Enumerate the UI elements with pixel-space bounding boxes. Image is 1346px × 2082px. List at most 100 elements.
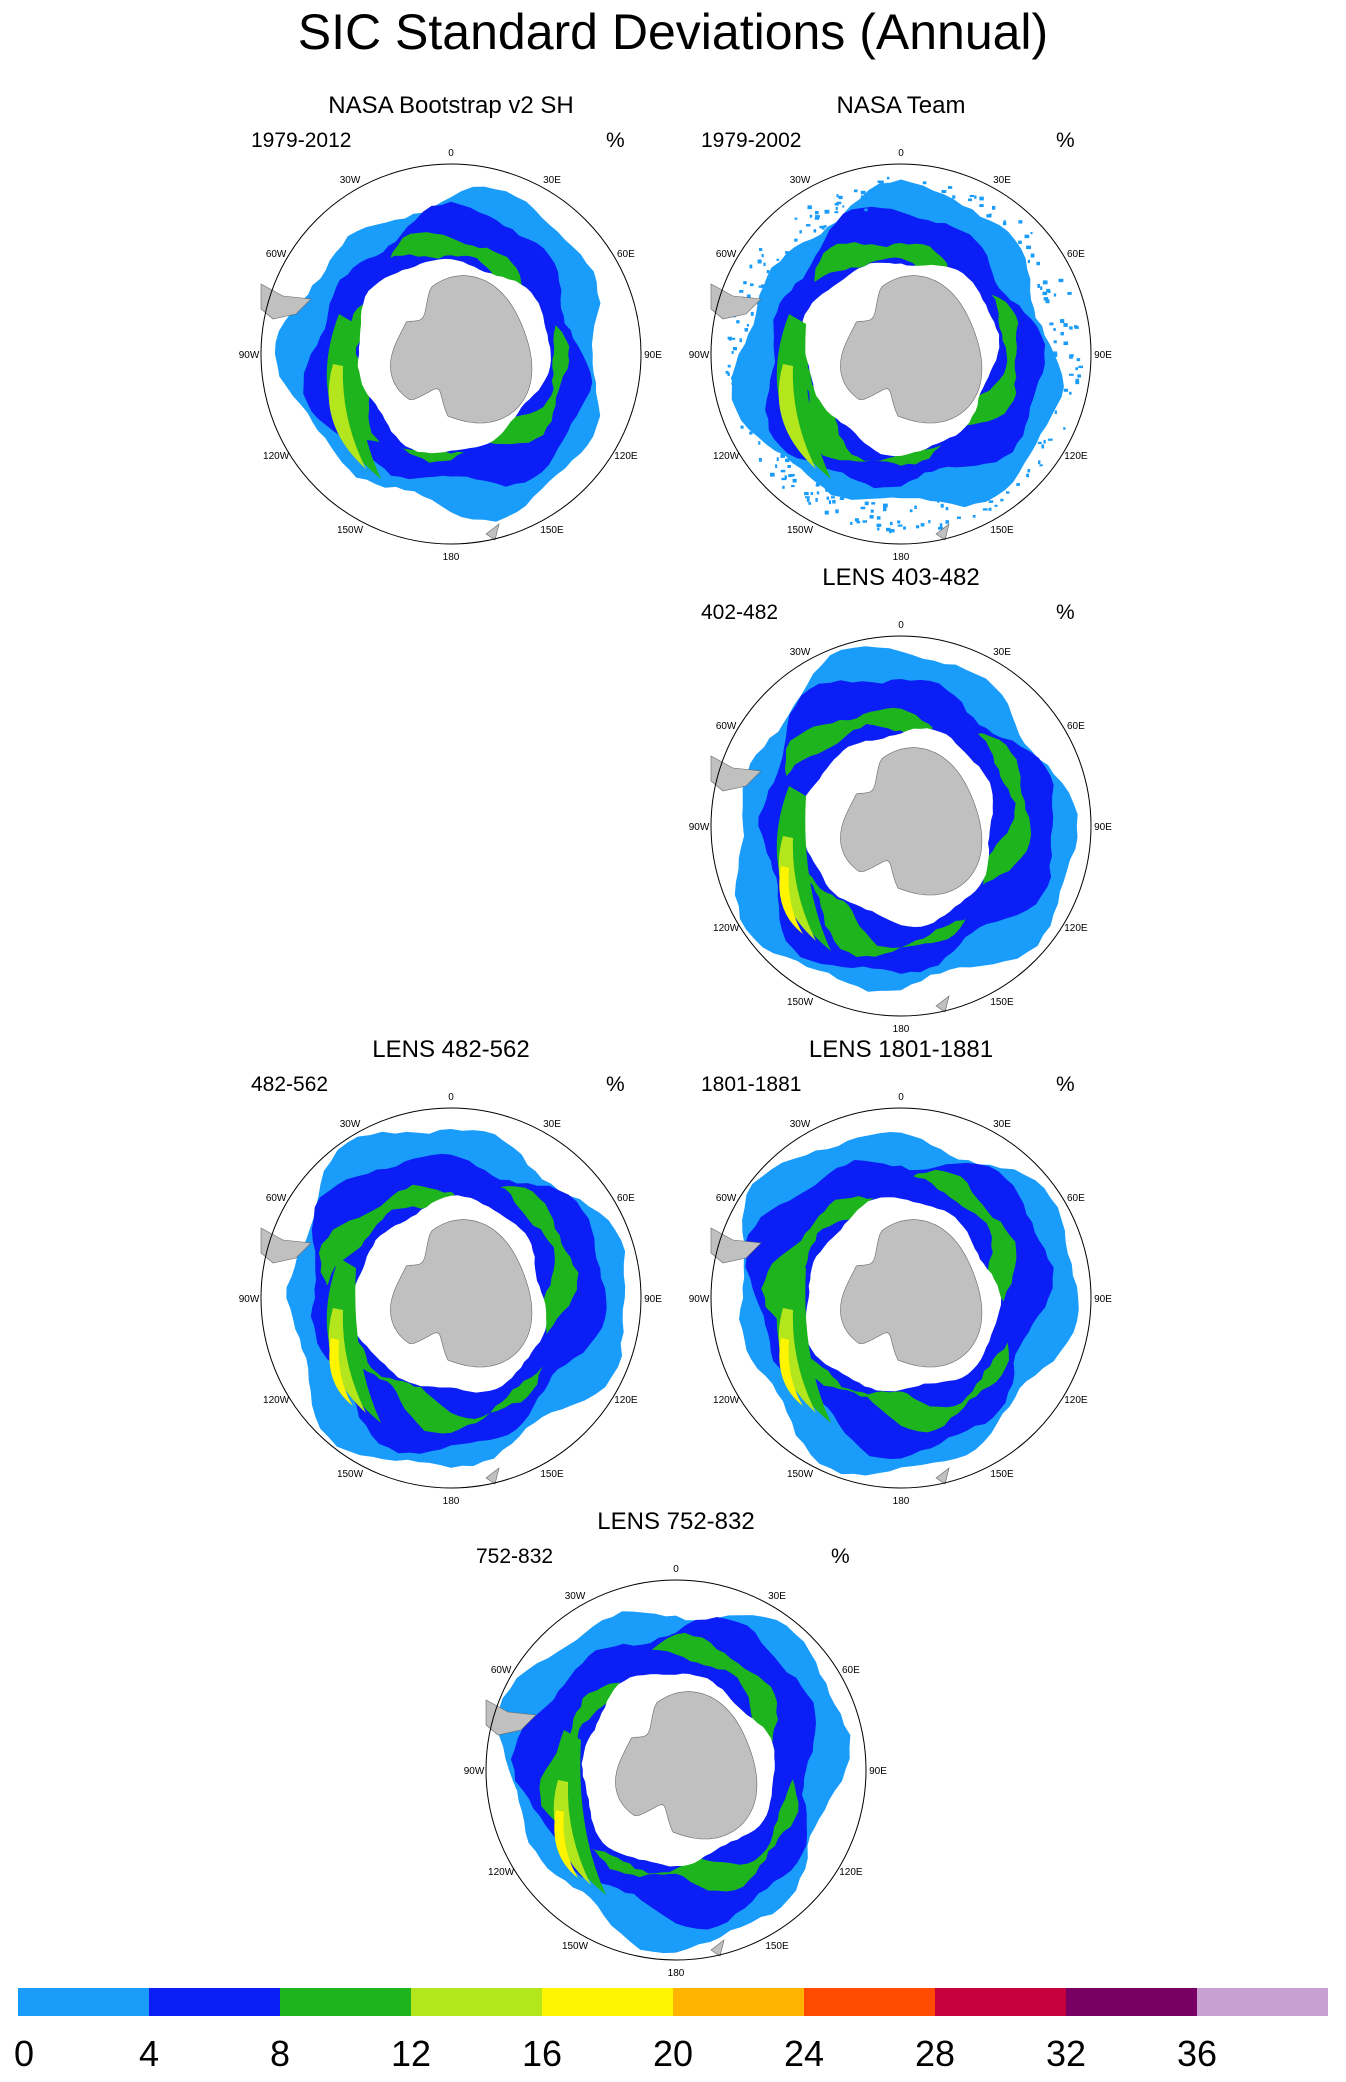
longitude-label: 120E — [839, 1867, 863, 1878]
panel-period-label: 1979-2012 — [251, 129, 352, 152]
sic-noise-speck — [785, 251, 789, 254]
sic-std-streak-yellow — [554, 1810, 578, 1878]
sic-noise-speck — [1053, 340, 1057, 344]
sic-noise-speck — [736, 408, 741, 411]
longitude-label: 90E — [644, 1294, 662, 1305]
sic-noise-speck — [885, 189, 889, 193]
sic-noise-speck — [912, 197, 917, 201]
longitude-label: 60E — [617, 1193, 635, 1204]
panel-period-label: 1979-2002 — [701, 129, 802, 152]
sic-noise-speck — [1076, 358, 1081, 362]
sic-noise-speck — [787, 465, 792, 468]
sic-noise-speck — [1069, 326, 1073, 330]
sic-noise-speck — [922, 181, 927, 185]
longitude-label: 150W — [787, 1469, 814, 1480]
sic-noise-speck — [886, 527, 891, 532]
sic-noise-speck — [736, 320, 740, 324]
sic-noise-speck — [835, 203, 839, 206]
sic-noise-speck — [1018, 220, 1023, 224]
colorbar-swatch — [280, 1988, 411, 2016]
panel-title: NASA Team — [836, 92, 966, 119]
longitude-label: 0 — [898, 148, 904, 159]
sic-noise-speck — [743, 281, 747, 285]
sic-noise-speck — [990, 223, 993, 227]
longitude-label: 0 — [673, 1564, 679, 1575]
panel-title: NASA Bootstrap v2 SH — [328, 92, 574, 119]
sic-noise-speck — [782, 485, 785, 489]
sic-noise-speck — [988, 507, 992, 511]
sic-noise-speck — [744, 328, 749, 332]
longitude-label: 150E — [765, 1941, 789, 1952]
sic-noise-speck — [972, 515, 976, 518]
polar-stereographic-map: 0 30E 60E 90E 120E 150E 180 150W 120W 90W 60W 30W — [239, 148, 663, 563]
colorbar-tick-label: 24 — [783, 2033, 825, 2074]
sic-noise-speck — [776, 258, 780, 261]
longitude-label: 180 — [668, 1968, 685, 1979]
sic-noise-speck — [854, 518, 859, 522]
sic-noise-speck — [871, 502, 876, 505]
sic-noise-speck — [860, 190, 866, 195]
longitude-label: 60E — [617, 249, 635, 260]
longitude-label: 90W — [464, 1766, 485, 1777]
longitude-label: 60W — [266, 249, 287, 260]
sic-noise-speck — [767, 436, 771, 439]
sic-noise-speck — [897, 520, 901, 524]
sic-noise-speck — [1038, 460, 1041, 465]
longitude-label: 90W — [239, 350, 260, 361]
sic-noise-speck — [758, 457, 762, 462]
sic-noise-speck — [1053, 293, 1057, 297]
colorbar-tick-label: 12 — [390, 2033, 432, 2074]
sic-noise-speck — [725, 370, 729, 374]
sic-noise-speck — [794, 217, 798, 220]
longitude-label: 60W — [716, 721, 737, 732]
longitude-label: 90E — [1094, 1294, 1112, 1305]
colorbar-swatch — [1197, 1988, 1328, 2016]
sic-noise-speck — [1037, 441, 1042, 445]
colorbar-tick-label: 28 — [914, 2033, 956, 2074]
sic-noise-speck — [993, 483, 997, 488]
sic-noise-speck — [974, 195, 977, 199]
sic-noise-speck — [1030, 433, 1035, 437]
sic-noise-speck — [757, 259, 762, 264]
sic-noise-speck — [1053, 328, 1056, 331]
sic-noise-speck — [836, 201, 842, 205]
colorbar — [18, 1988, 1328, 2016]
sic-noise-speck — [982, 222, 988, 227]
longitude-label: 180 — [893, 1496, 910, 1507]
sic-noise-speck — [821, 225, 825, 230]
sic-noise-speck — [877, 185, 881, 189]
panel-units-label: % — [606, 129, 625, 152]
sic-noise-speck — [824, 510, 829, 515]
sic-noise-speck — [785, 458, 790, 463]
sic-noise-speck — [880, 199, 884, 202]
sic-noise-speck — [792, 478, 797, 483]
sic-noise-speck — [780, 454, 786, 458]
longitude-label: 150W — [787, 997, 814, 1008]
sic-std-streak-green — [776, 786, 831, 951]
sic-noise-speck — [1034, 439, 1037, 443]
longitude-label: 30E — [993, 175, 1011, 186]
sic-noise-speck — [794, 238, 798, 242]
sic-noise-speck — [860, 195, 864, 198]
map-boundary-circle — [260, 1107, 642, 1489]
sic-noise-speck — [864, 208, 868, 212]
sic-noise-speck — [749, 345, 752, 349]
sic-noise-speck — [998, 470, 1003, 474]
longitude-label: 180 — [443, 552, 460, 563]
sic-noise-speck — [835, 509, 839, 514]
longitude-label: 30W — [790, 647, 811, 658]
sic-std-streak-yellowgreen — [328, 364, 366, 469]
sic-noise-speck — [1069, 373, 1074, 376]
sic-noise-speck — [807, 205, 812, 210]
sic-std-streak-green — [326, 1258, 381, 1423]
panel-period-label: 752-832 — [476, 1545, 554, 1568]
sic-noise-speck — [1018, 240, 1022, 244]
sic-noise-speck — [945, 520, 949, 524]
sic-noise-speck — [974, 220, 977, 225]
sic-noise-speck — [853, 189, 858, 193]
sic-noise-speck — [842, 205, 845, 208]
sic-noise-speck — [937, 500, 940, 503]
colorbar-tick-label: 8 — [269, 2033, 291, 2074]
antarctica-landmass — [390, 1219, 533, 1368]
sic-noise-speck — [784, 475, 788, 480]
